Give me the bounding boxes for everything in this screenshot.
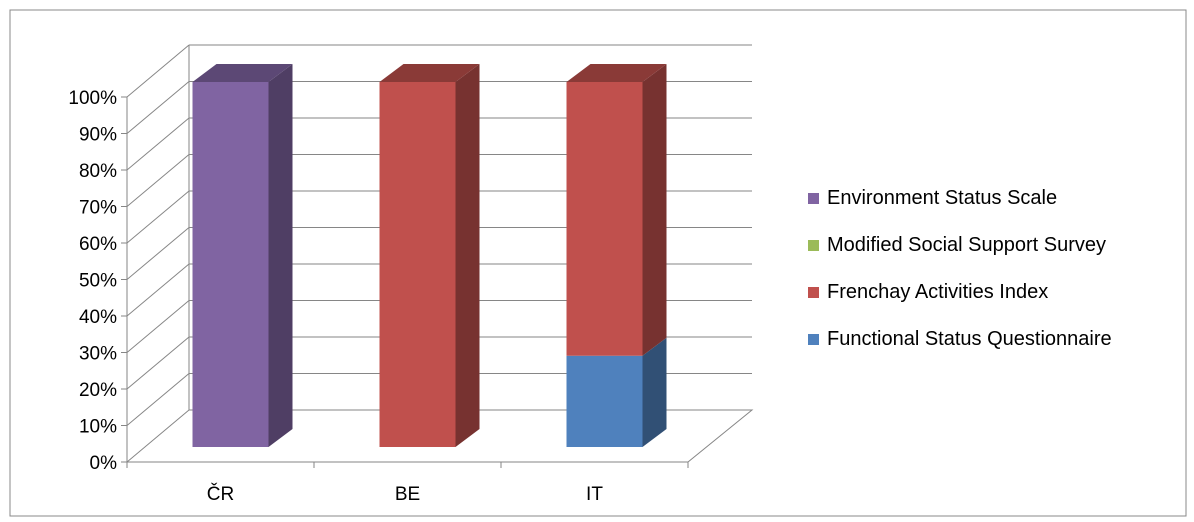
legend-label: Functional Status Questionnaire bbox=[827, 327, 1112, 350]
bar-top-face bbox=[566, 64, 667, 82]
y-tick-label: 30% bbox=[79, 344, 117, 365]
y-tick-label: 50% bbox=[79, 271, 117, 292]
side-wall-gridline bbox=[126, 154, 190, 207]
y-tick-label: 90% bbox=[79, 125, 117, 146]
bar-čr-environment-status-scale bbox=[192, 82, 269, 447]
side-wall-gridline bbox=[126, 190, 190, 244]
x-category-label: BE bbox=[395, 484, 420, 505]
legend-item: Functional Status Questionnaire bbox=[808, 327, 1188, 351]
bar-top-face bbox=[379, 64, 480, 82]
y-tick-label: 20% bbox=[79, 380, 117, 401]
bar-be-frenchay-activities-index bbox=[379, 82, 456, 447]
legend-item: Environment Status Scale bbox=[808, 186, 1188, 210]
bar-side-face bbox=[268, 64, 293, 447]
legend-item: Modified Social Support Survey bbox=[808, 233, 1188, 257]
side-wall-gridline bbox=[126, 300, 190, 353]
side-wall-gridline bbox=[126, 373, 190, 426]
legend-swatch bbox=[808, 286, 819, 298]
side-wall-gridline bbox=[126, 117, 190, 171]
legend-label: Frenchay Activities Index bbox=[827, 280, 1049, 303]
legend-swatch bbox=[808, 333, 819, 345]
side-wall-gridline bbox=[126, 336, 190, 390]
side-wall-gridline bbox=[126, 81, 190, 134]
bar-it-functional-status-questionnaire bbox=[566, 355, 643, 447]
legend-swatch bbox=[808, 239, 819, 251]
bar-side-face bbox=[642, 64, 667, 356]
legend-label: Modified Social Support Survey bbox=[827, 233, 1107, 256]
legend-item: Frenchay Activities Index bbox=[808, 280, 1188, 304]
legend-label: Environment Status Scale bbox=[827, 186, 1058, 209]
bar-side-face bbox=[455, 64, 480, 447]
legend: Environment Status Scale Modified Social … bbox=[808, 186, 1188, 374]
y-tick-label: 100% bbox=[68, 88, 117, 109]
y-tick-label: 40% bbox=[79, 307, 117, 328]
side-wall-gridline bbox=[126, 263, 190, 317]
bar-side-face bbox=[642, 337, 667, 447]
bar-top-face bbox=[192, 64, 293, 82]
x-category-label: ČR bbox=[207, 483, 234, 505]
y-tick-label: 60% bbox=[79, 234, 117, 255]
y-tick-label: 10% bbox=[79, 417, 117, 438]
legend-swatch bbox=[808, 192, 819, 204]
side-wall-gridline bbox=[126, 227, 190, 280]
bar-it-frenchay-activities-index bbox=[566, 82, 643, 356]
y-tick-label: 70% bbox=[79, 198, 117, 219]
y-tick-label: 0% bbox=[90, 453, 118, 474]
y-tick-label: 80% bbox=[79, 161, 117, 182]
side-wall-gridline bbox=[126, 44, 190, 98]
x-category-label: IT bbox=[586, 484, 603, 505]
